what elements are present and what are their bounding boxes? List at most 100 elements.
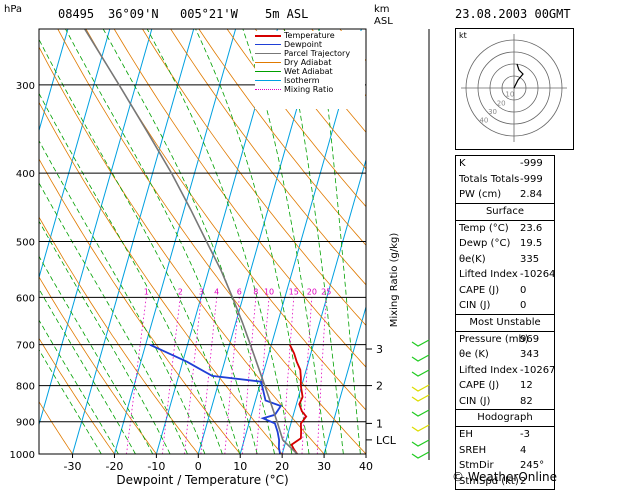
- wet-adiabat-line: [39, 139, 206, 454]
- skewt-chart: 300 400 500 600 700 800 900 1000 -30 -20 -10 0 10 20 3…: [10, 28, 455, 486]
- copyright: © WeatherOnline: [452, 470, 558, 484]
- legend-label: Dry Adiabat: [284, 58, 332, 67]
- isotherm-line: [323, 305, 366, 454]
- surface-value: 335: [520, 253, 540, 265]
- hodograph-param-label: SREH: [459, 444, 487, 456]
- surface-value: 0: [520, 300, 527, 311]
- pressure-tick-label: 400: [16, 169, 35, 180]
- most-unstable-title: Most Unstable: [456, 313, 554, 332]
- wet-adiabat-line: [102, 29, 275, 454]
- dry-adiabat-line: [39, 276, 157, 454]
- legend-swatch: [255, 35, 281, 37]
- hodograph-param-label: StmDir: [459, 460, 494, 471]
- hodograph-param-row: EH -3: [456, 427, 554, 443]
- asl-unit-label: ASL: [374, 16, 393, 27]
- most-unstable-row: θe (K) 343: [456, 347, 554, 363]
- surface-value: 0: [520, 284, 527, 296]
- mixing-ratio-label: 4: [214, 287, 219, 296]
- temperature-tick-label: -30: [64, 460, 82, 473]
- most-unstable-row: Pressure (mb) 969: [456, 332, 554, 348]
- plot-frame: [38, 28, 367, 455]
- surface-label: Lifted Index: [459, 269, 518, 280]
- height-tick-label: 3: [376, 343, 383, 356]
- legend-swatch: [255, 71, 281, 72]
- wet-adiabat-line: [318, 29, 361, 454]
- hodograph-param-value: 245°: [520, 460, 545, 471]
- hodograph-ring-label: 10: [505, 91, 514, 99]
- hodograph-param-row: SREH 4: [456, 443, 554, 459]
- parcel-trajectory-line: [84, 29, 298, 454]
- index-value: 2.84: [520, 189, 543, 200]
- wind-barb: [411, 451, 430, 459]
- height-tick-label: LCL: [376, 434, 397, 447]
- index-value: -999: [520, 158, 543, 169]
- surface-row: CAPE (J) 0: [456, 283, 554, 299]
- legend-label: Isotherm: [284, 76, 320, 85]
- surface-row: Temp (°C) 23.6: [456, 221, 554, 237]
- most-unstable-label: CIN (J): [459, 395, 491, 407]
- pressure-tick-label: 900: [16, 418, 35, 429]
- hodograph-table-title: Hodograph: [456, 409, 554, 427]
- surface-title: Surface: [456, 202, 554, 221]
- most-unstable-value: -10267: [520, 364, 556, 376]
- mixing-ratio-label: 3: [199, 287, 204, 296]
- wet-adiabat-line: [39, 182, 188, 454]
- dry-adiabat-line: [170, 29, 366, 286]
- most-unstable-value: 82: [520, 395, 533, 407]
- hodograph-ring-label: 40: [479, 117, 488, 125]
- km-unit-label: km: [374, 4, 390, 15]
- station-elevation: 5m ASL: [265, 7, 309, 21]
- temperature-tick-label: 0: [195, 460, 202, 473]
- legend-label: Temperature: [284, 31, 335, 40]
- hpa-unit-label: hPa: [4, 4, 23, 15]
- hodograph-ring-label: 30: [488, 108, 497, 116]
- dry-adiabat-line: [113, 29, 366, 368]
- most-unstable-row: CAPE (J) 12: [456, 378, 554, 394]
- dry-adiabat-line: [57, 29, 366, 454]
- dry-adiabat-line: [396, 29, 455, 454]
- wet-adiabat-line: [39, 220, 171, 454]
- hodograph-unit: kt: [459, 31, 467, 40]
- wind-barb: [411, 394, 430, 402]
- dry-adiabat-line: [226, 29, 366, 208]
- mixing-ratio-label: 10: [264, 287, 274, 296]
- legend-swatch: [255, 62, 281, 63]
- legend-swatch: [255, 80, 281, 81]
- most-unstable-value: 969: [520, 333, 540, 345]
- surface-value: 23.6: [520, 222, 543, 234]
- mixing-ratio-label: 2: [178, 287, 183, 296]
- pressure-tick-label: 600: [16, 293, 35, 304]
- temperature-line: [288, 344, 308, 454]
- temperature-tick-label: 40: [359, 460, 373, 473]
- pressure-tick-label: 700: [16, 341, 35, 352]
- legend-swatch: [255, 89, 281, 90]
- station-longitude: 005°21'W: [180, 7, 238, 21]
- hodograph-param-row: StmSpd (kt) 2: [456, 474, 554, 490]
- index-row: Totals Totals -999: [456, 172, 554, 188]
- wind-barb: [411, 354, 430, 362]
- dry-adiabat-line: [39, 158, 241, 454]
- mixing-ratio-label: 1: [144, 287, 149, 296]
- most-unstable-row: Lifted Index -10267: [456, 363, 556, 379]
- legend-label: Wet Adiabat: [284, 67, 333, 76]
- most-unstable-value: 12: [520, 380, 533, 391]
- station-id: 08495: [58, 7, 95, 21]
- temperature-tick-label: 30: [317, 460, 331, 473]
- temperature-tick-label: -10: [147, 460, 165, 473]
- index-label: K: [459, 158, 466, 169]
- wind-barb: [411, 339, 430, 347]
- legend-swatch: [255, 53, 281, 54]
- most-unstable-label: CAPE (J): [459, 380, 500, 391]
- index-label: PW (cm): [459, 189, 502, 200]
- most-unstable-label: θe (K): [459, 349, 489, 360]
- most-unstable-label: Lifted Index: [459, 364, 518, 376]
- mixing-ratio-line: [242, 297, 257, 454]
- hodograph-param-row: StmDir 245°: [456, 458, 554, 474]
- wind-barb: [411, 384, 430, 392]
- hodograph-ring-label: 20: [497, 99, 506, 107]
- pressure-tick-label: 500: [16, 238, 35, 249]
- dewpoint-line: [149, 343, 283, 454]
- dry-adiabat-line: [39, 101, 283, 454]
- hodograph-param-value: -3: [520, 429, 530, 440]
